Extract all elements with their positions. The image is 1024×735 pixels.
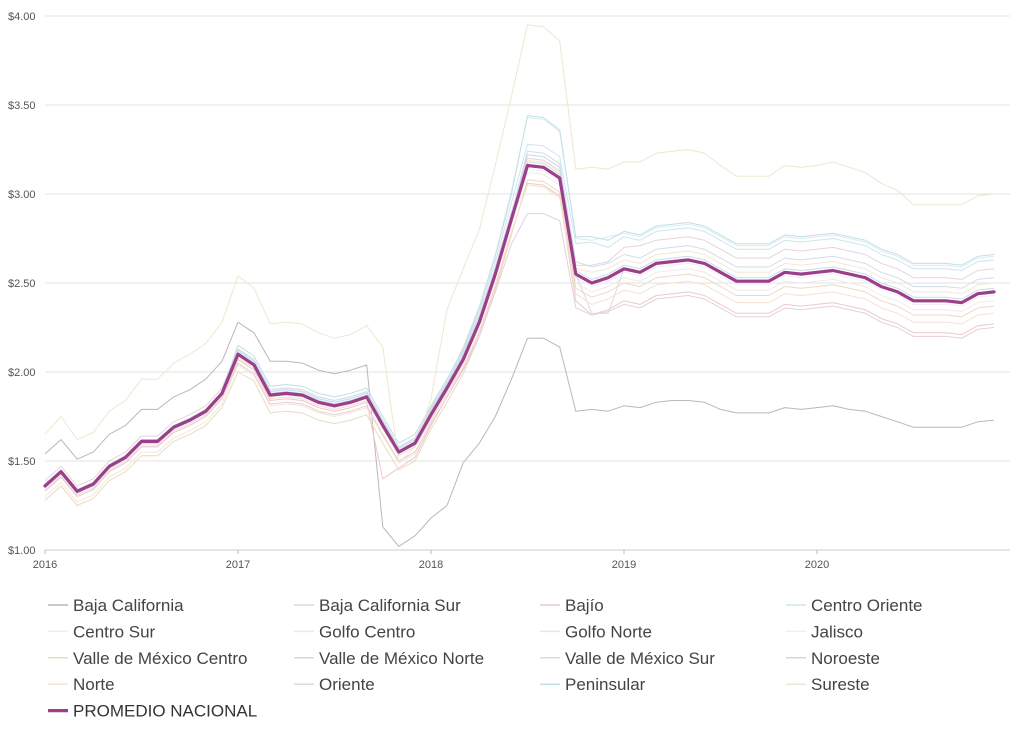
y-tick-label: $3.50 (8, 100, 36, 112)
series-line-baja-california (44, 321, 995, 547)
y-axis-tick-labels: $1.00 $1.50 $2.00 $2.50 $3.00 $3.50 $4.00 (8, 11, 36, 557)
x-tick-label: 2019 (612, 559, 636, 571)
legend-label-valle-de-mexico-sur: Valle de México Sur (565, 649, 715, 668)
legend-label-bajio: Bajío (565, 596, 604, 615)
x-tick-label: 2017 (226, 559, 250, 571)
y-tick-label: $4.00 (8, 11, 36, 23)
legend-label-norte: Norte (73, 675, 115, 694)
legend-label-valle-de-mexico-centro: Valle de México Centro (73, 649, 248, 668)
y-tick-label: $2.50 (8, 278, 36, 290)
x-tick-label: 2020 (805, 559, 829, 571)
legend-label-golfo-centro: Golfo Centro (319, 622, 415, 641)
x-tick-label: 2016 (33, 559, 57, 571)
national-average-line (43, 163, 996, 493)
series-lines (44, 24, 995, 547)
y-tick-label: $3.00 (8, 189, 36, 201)
legend-label-baja-california-sur: Baja California Sur (319, 596, 461, 615)
legend-label-peninsular: Peninsular (565, 675, 646, 694)
series-line-sureste (44, 24, 995, 464)
legend-label-centro-oriente: Centro Oriente (811, 596, 923, 615)
legend-label-jalisco: Jalisco (811, 622, 863, 641)
legend-label-promedio-nacional: PROMEDIO NACIONAL (73, 702, 257, 721)
legend-label-oriente: Oriente (319, 675, 375, 694)
x-tick-label: 2018 (419, 559, 443, 571)
legend-label-valle-de-mexico-norte: Valle de México Norte (319, 649, 484, 668)
legend: Baja California Baja California Sur Bajío C… (48, 596, 923, 721)
series-line-centro-sur (44, 172, 995, 496)
legend-label-centro-sur: Centro Sur (73, 622, 156, 641)
legend-label-noroeste: Noroeste (811, 649, 880, 668)
y-tick-label: $2.00 (8, 367, 36, 379)
series-line-valle-de-mexico-sur (44, 161, 995, 492)
x-axis-tick-labels: 2016 2017 2018 2019 2020 (33, 550, 829, 571)
series-line-promedio-nacional (43, 163, 996, 493)
series-line-noroeste (44, 213, 995, 498)
gridlines (45, 15, 1010, 551)
legend-label-golfo-norte: Golfo Norte (565, 622, 652, 641)
y-tick-label: $1.50 (8, 456, 36, 468)
series-line-valle-de-mexico-norte (44, 154, 995, 494)
legend-label-baja-california: Baja California (73, 596, 184, 615)
legend-label-sureste: Sureste (811, 675, 870, 694)
series-line-bajio (44, 182, 995, 498)
y-tick-label: $1.00 (8, 545, 36, 557)
series-line-jalisco (44, 168, 995, 494)
series-line-oriente (44, 150, 995, 492)
series-line-golfo-centro (44, 159, 995, 503)
series-line-norte (44, 184, 995, 496)
